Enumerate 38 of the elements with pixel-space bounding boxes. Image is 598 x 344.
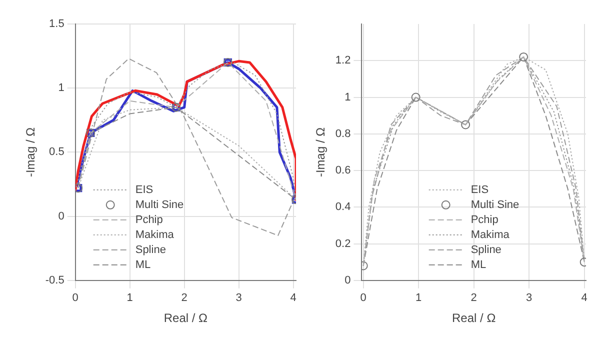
legend-label: Multi Sine bbox=[135, 198, 184, 211]
y-axis-title: -Imag / Ω bbox=[24, 127, 38, 178]
y-tick-label: -0.5 bbox=[45, 274, 64, 286]
x-tick-label: 0 bbox=[72, 292, 78, 304]
legend-label: Multi Sine bbox=[470, 198, 520, 211]
legend-label: EIS bbox=[135, 184, 154, 196]
y-tick-label: 0 bbox=[344, 274, 351, 286]
x-tick-label: 0 bbox=[360, 292, 366, 304]
x-axis-title: Real / Ω bbox=[452, 311, 496, 326]
legend-label: Spline bbox=[470, 244, 502, 256]
x-tick-label: 3 bbox=[236, 292, 242, 304]
legend-label: ML bbox=[470, 258, 486, 271]
y-tick-label: 1.2 bbox=[335, 54, 351, 67]
legend-label: Makima bbox=[135, 228, 175, 241]
legend-label: Pchip bbox=[135, 214, 163, 226]
x-tick-label: 2 bbox=[181, 292, 188, 304]
y-tick-label: 0.6 bbox=[335, 164, 351, 177]
y-axis-title: -Imag / Ω bbox=[314, 127, 328, 178]
y-tick-label: 0.5 bbox=[49, 146, 64, 158]
legend-label: EIS bbox=[470, 184, 489, 196]
x-tick-label: 2 bbox=[470, 292, 477, 304]
x-tick-label: 4 bbox=[290, 292, 296, 304]
y-tick-label: 1.5 bbox=[49, 18, 64, 30]
y-tick-label: 0 bbox=[58, 210, 64, 222]
legend-label: ML bbox=[135, 258, 151, 271]
y-tick-label: 0.4 bbox=[335, 201, 351, 214]
legend-label: Makima bbox=[470, 228, 510, 241]
y-tick-label: 1 bbox=[344, 91, 351, 104]
x-tick-label: 4 bbox=[581, 292, 588, 304]
legend-label: Spline bbox=[135, 244, 166, 256]
x-axis-title: Real / Ω bbox=[164, 311, 208, 326]
y-tick-label: 0.8 bbox=[335, 128, 351, 140]
x-tick-label: 1 bbox=[126, 292, 133, 304]
x-tick-label: 1 bbox=[416, 292, 422, 304]
y-tick-label: 0.2 bbox=[335, 238, 351, 250]
x-tick-label: 3 bbox=[526, 292, 532, 304]
y-tick-label: 1 bbox=[58, 82, 64, 94]
legend-label: Pchip bbox=[470, 214, 498, 226]
